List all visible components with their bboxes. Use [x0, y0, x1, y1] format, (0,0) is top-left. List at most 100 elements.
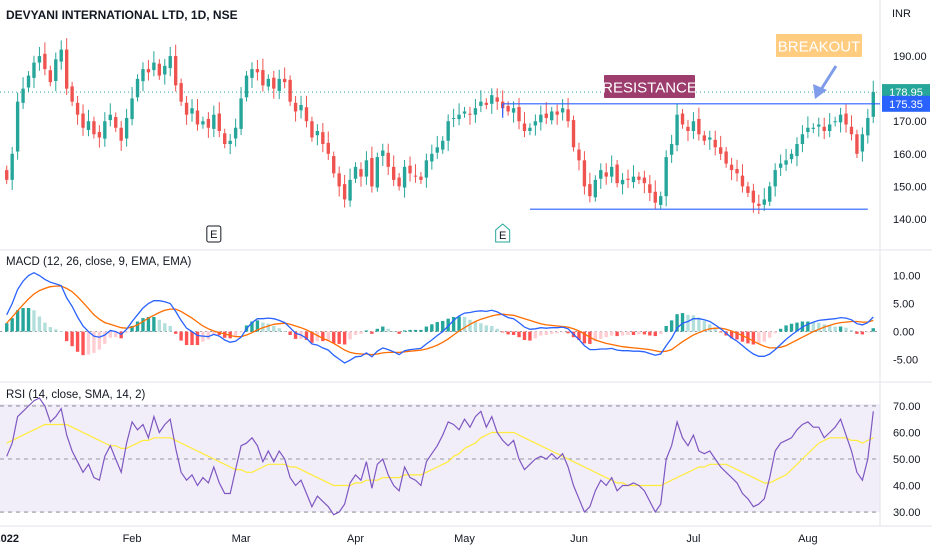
macd-histogram-bar	[620, 331, 625, 336]
macd-histogram-bar	[37, 316, 42, 332]
candle-body	[26, 75, 31, 88]
candle-body	[517, 107, 521, 122]
macd-histogram-bar	[233, 331, 238, 337]
macd-histogram-bar	[462, 317, 467, 332]
breakout-arrow[interactable]	[813, 65, 838, 99]
candle-body	[773, 170, 777, 187]
macd-histogram-bar	[500, 331, 505, 333]
candle-body	[495, 97, 499, 102]
candle-body	[860, 134, 865, 152]
macd-histogram-bar	[686, 314, 690, 332]
rsi-axis-tick-label: 40.00	[893, 481, 921, 493]
macd-histogram-bar	[103, 331, 107, 344]
breakout-annotation-box	[776, 34, 862, 57]
candle-body	[473, 108, 478, 115]
candle-body	[342, 184, 347, 200]
candle-body	[822, 126, 826, 131]
macd-histogram-bar	[386, 328, 390, 332]
candle-body	[419, 176, 423, 180]
candle-body	[81, 113, 85, 128]
candle-body	[75, 102, 80, 115]
macd-histogram-bar	[184, 331, 189, 346]
candle-body	[261, 70, 265, 86]
macd-histogram-bar	[539, 331, 543, 336]
candle-body	[441, 140, 445, 150]
macd-histogram-bar	[844, 327, 848, 332]
candle-body	[806, 127, 810, 132]
candle-body	[582, 160, 587, 187]
candle-body	[54, 59, 58, 81]
macd-histogram-bar	[675, 314, 679, 332]
macd-histogram-bar	[315, 331, 320, 342]
price-axis-tick-label: 150.00	[893, 181, 927, 193]
candle-body	[435, 147, 439, 153]
candle-body	[21, 88, 25, 103]
candle-body	[528, 127, 532, 131]
candle-body	[124, 117, 129, 139]
candle-body	[375, 157, 380, 188]
macd-histogram-bar	[778, 328, 783, 332]
candle-body	[201, 121, 205, 125]
macd-histogram-bar	[326, 331, 330, 342]
macd-histogram-bar	[544, 331, 548, 335]
macd-panel[interactable]	[0, 271, 880, 364]
rsi-band-background	[0, 404, 880, 512]
candle-body	[315, 131, 320, 136]
rsi-panel[interactable]	[0, 397, 880, 516]
candle-body	[326, 142, 330, 154]
macd-histogram-bar	[195, 331, 200, 346]
macd-histogram-bar	[266, 323, 271, 332]
macd-histogram-bar	[555, 331, 559, 334]
candle-body	[539, 114, 543, 123]
macd-histogram-bar	[64, 331, 69, 342]
macd-histogram-bar	[157, 319, 162, 332]
macd-histogram-bar	[582, 331, 587, 344]
macd-histogram-bar	[48, 327, 53, 332]
macd-histogram-bar	[424, 326, 429, 332]
candle-body	[424, 160, 429, 178]
candle-body	[626, 178, 630, 180]
candle-body	[544, 113, 548, 118]
candle-body	[32, 62, 36, 78]
candle-body	[141, 69, 145, 82]
candle-body	[64, 49, 69, 89]
macd-histogram-bar	[718, 331, 723, 333]
macd-histogram-bar	[490, 325, 494, 332]
candle-body	[849, 126, 854, 135]
candle-body	[560, 108, 565, 113]
macd-histogram-bar	[473, 321, 478, 332]
candle-body	[250, 69, 254, 78]
price-axis-tick-label: 190.00	[893, 51, 927, 63]
candle-body	[370, 158, 374, 187]
candle-body	[664, 157, 668, 197]
candle-body	[386, 152, 390, 167]
candle-body	[855, 134, 859, 154]
macd-histogram-bar	[342, 331, 347, 345]
breakout-annotation[interactable]: BREAKOUT	[776, 34, 862, 57]
macd-histogram-bar	[397, 331, 401, 334]
macd-histogram-bar	[430, 324, 434, 332]
macd-histogram-bar	[577, 331, 581, 341]
candle-body	[190, 108, 194, 114]
macd-histogram-bar	[626, 331, 630, 335]
time-axis-tick-label: Aug	[798, 533, 818, 545]
candle-body	[811, 127, 816, 129]
macd-histogram-bar	[708, 324, 712, 332]
candle-body	[680, 113, 685, 125]
candle-body	[817, 124, 821, 127]
macd-histogram-bar	[304, 331, 309, 341]
resistance-annotation[interactable]: RESISTANCE	[602, 75, 697, 98]
candle-body	[446, 121, 450, 141]
candle-body	[217, 113, 221, 131]
candle-body	[675, 114, 679, 146]
macd-histogram-bar	[250, 321, 254, 332]
candle-body	[135, 78, 140, 98]
candle-body	[321, 132, 325, 145]
macd-histogram-bar	[190, 331, 194, 346]
macd-histogram-bar	[54, 329, 58, 332]
candle-body	[702, 135, 707, 141]
price-axis-tick-label: 140.00	[893, 214, 927, 226]
candle-body	[588, 184, 592, 197]
